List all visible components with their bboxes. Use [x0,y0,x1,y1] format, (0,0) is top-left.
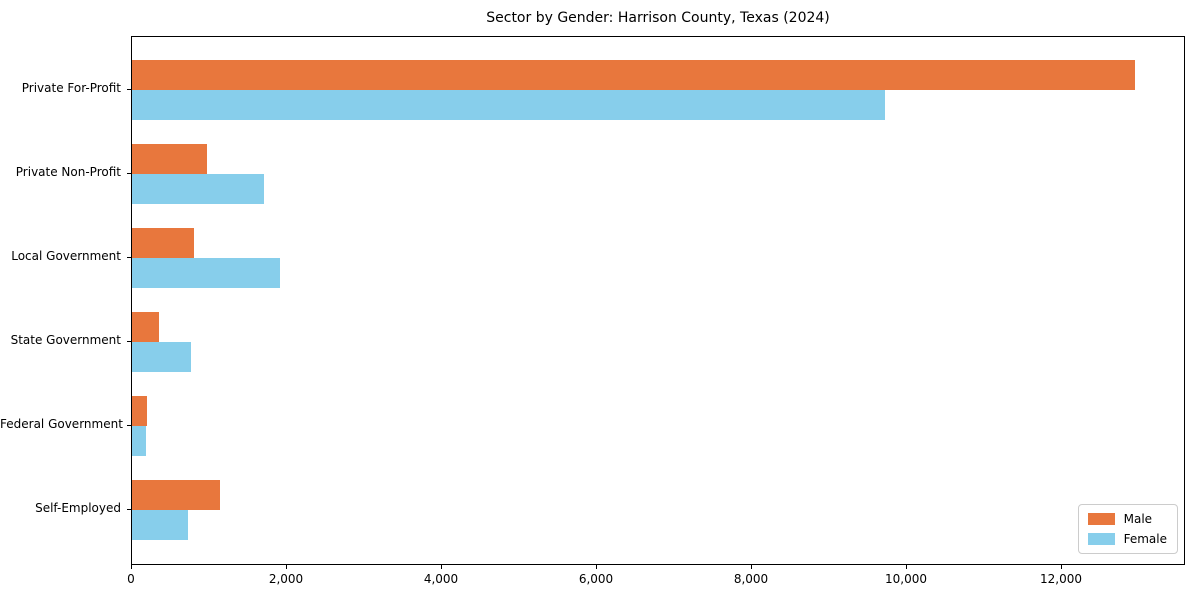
xtick-mark-3 [596,565,597,569]
xtick-mark-1 [286,565,287,569]
xtick-mark-0 [131,565,132,569]
bar-female-0 [132,90,886,120]
xtick-mark-5 [906,565,907,569]
xtick-label-6: 12,000 [1040,572,1082,586]
legend-label-female: Female [1123,532,1167,546]
xtick-label-2: 4,000 [423,572,459,586]
ytick-mark-1 [127,173,131,174]
ytick-mark-4 [127,425,131,426]
xtick-mark-6 [1061,565,1062,569]
xtick-mark-2 [441,565,442,569]
bar-male-1 [132,144,208,174]
ytick-label-4: Federal Government [0,417,123,431]
bar-female-4 [132,426,146,456]
ytick-mark-5 [127,509,131,510]
bar-male-2 [132,228,194,258]
legend: Male Female [1077,504,1178,554]
bar-female-2 [132,258,280,288]
ytick-mark-2 [127,257,131,258]
xtick-label-4: 8,000 [733,572,769,586]
ytick-mark-0 [127,89,131,90]
xtick-mark-4 [751,565,752,569]
legend-swatch-female [1087,533,1115,545]
legend-swatch-male [1087,513,1115,525]
ytick-label-3: State Government [10,333,121,347]
chart-title: Sector by Gender: Harrison County, Texas… [486,10,830,26]
bar-female-3 [132,342,191,372]
bar-female-1 [132,174,264,204]
legend-entry-female: Female [1087,532,1167,546]
bar-male-0 [132,60,1136,90]
legend-label-male: Male [1123,512,1153,526]
xtick-label-1: 2,000 [268,572,304,586]
xtick-label-5: 10,000 [885,572,927,586]
ytick-mark-3 [127,341,131,342]
legend-entry-male: Male [1087,512,1167,526]
ytick-label-1: Private Non-Profit [15,165,121,179]
bar-male-5 [132,480,221,510]
xtick-label-0: 0 [127,572,135,586]
bar-male-4 [132,396,147,426]
xtick-label-3: 6,000 [578,572,614,586]
plot-area: Male Female [131,36,1185,565]
bar-male-3 [132,312,160,342]
ytick-label-2: Local Government [11,249,121,263]
bar-female-5 [132,510,188,540]
ytick-label-0: Private For-Profit [21,81,121,95]
ytick-label-5: Self-Employed [35,501,121,515]
